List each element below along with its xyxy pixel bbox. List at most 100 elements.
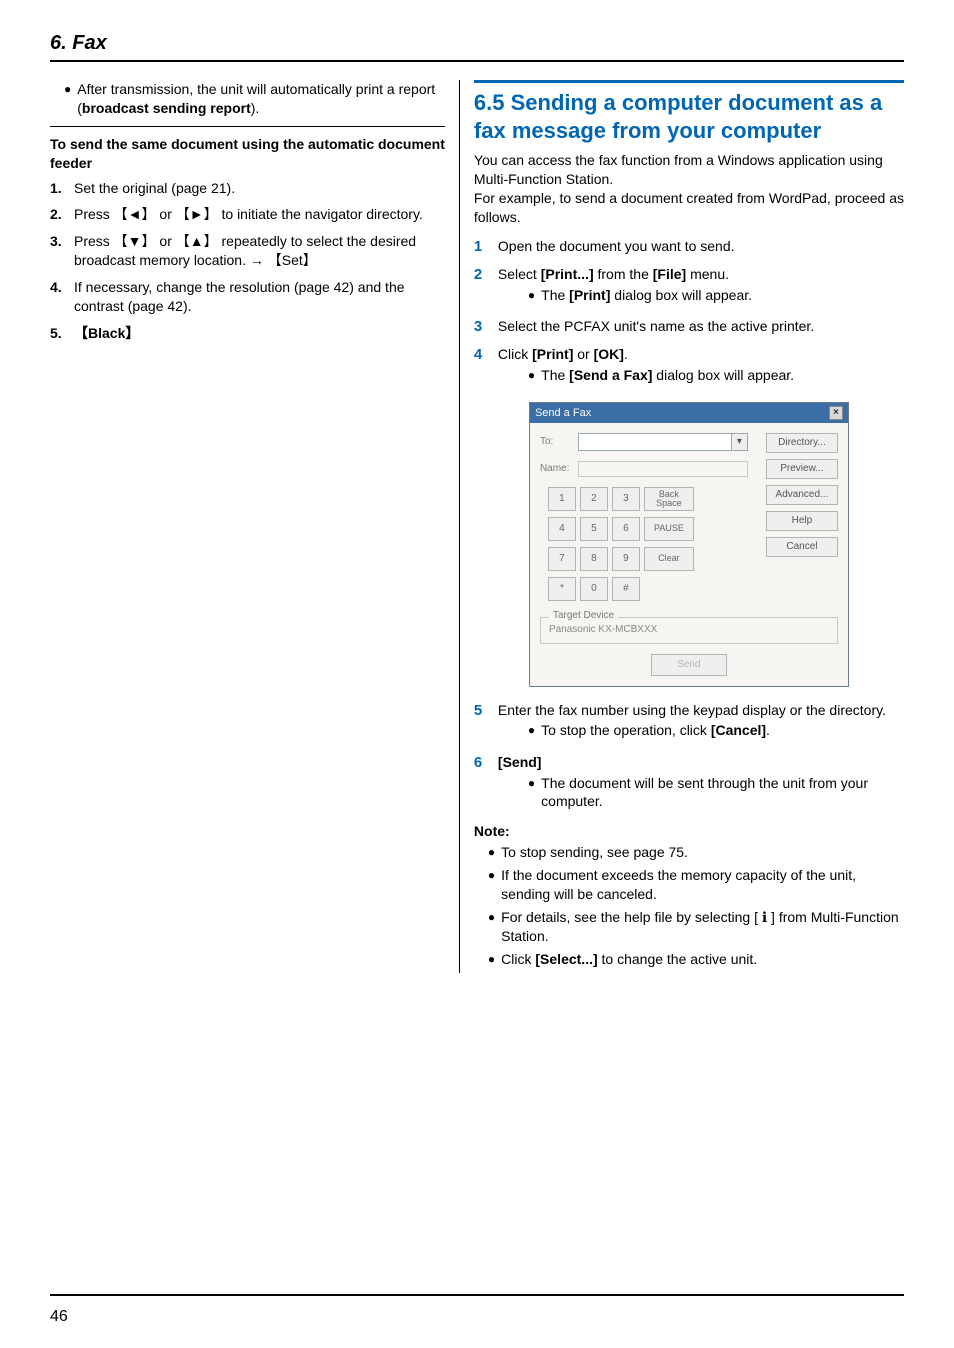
left-subhead: To send the same document using the auto…: [50, 135, 445, 173]
step-5-sub: ● To stop the operation, click [Cancel].: [498, 721, 886, 740]
step-5: 5 Enter the fax number using the keypad …: [474, 701, 904, 745]
page-header: 6. Fax: [50, 32, 904, 62]
key-2[interactable]: 2: [580, 487, 608, 511]
left-step-5: 5.【Black】: [50, 324, 445, 343]
key-backspace[interactable]: Back Space: [644, 487, 694, 511]
right-column: 6.5 Sending a computer document as a fax…: [460, 80, 904, 973]
bullet-dot-icon: ●: [64, 80, 71, 118]
right-steps-2: 5 Enter the fax number using the keypad …: [474, 701, 904, 816]
step-2-text: Select [Print...] from the [File] menu.: [498, 266, 729, 282]
bullet-dot-icon: ●: [488, 908, 495, 946]
step-6: 6 [Send] ● The document will be sent thr…: [474, 753, 904, 816]
name-label: Name:: [540, 463, 578, 474]
bullet-dot-icon: ●: [528, 366, 535, 385]
divider: [50, 126, 445, 127]
step-4-text: Click [Print] or [OK].: [498, 346, 628, 362]
step-2-sub: ● The [Print] dialog box will appear.: [498, 286, 752, 305]
name-row: Name:: [540, 461, 748, 477]
bullet-dot-icon: ●: [488, 950, 495, 969]
preview-button[interactable]: Preview...: [766, 459, 838, 479]
key-hash[interactable]: #: [612, 577, 640, 601]
bullet-dot-icon: ●: [528, 721, 535, 740]
advanced-button[interactable]: Advanced...: [766, 485, 838, 505]
left-step-2: 2.Press 【◄】 or 【►】 to initiate the navig…: [50, 205, 445, 224]
step-3-text: Select the PCFAX unit's name as the acti…: [498, 317, 814, 337]
step-5-sub-text: To stop the operation, click [Cancel].: [541, 721, 770, 740]
key-1[interactable]: 1: [548, 487, 576, 511]
section-rule: [474, 80, 904, 83]
key-7[interactable]: 7: [548, 547, 576, 571]
note-3: ●For details, see the help file by selec…: [474, 908, 904, 946]
to-combo[interactable]: ▾: [578, 433, 748, 451]
key-0[interactable]: 0: [580, 577, 608, 601]
bullet-dot-icon: ●: [528, 286, 535, 305]
left-step-4: 4.If necessary, change the resolution (p…: [50, 278, 445, 316]
page-number: 46: [50, 1308, 68, 1326]
close-icon[interactable]: ×: [829, 406, 843, 420]
section-intro: You can access the fax function from a W…: [474, 151, 904, 227]
key-5[interactable]: 5: [580, 517, 608, 541]
step-4-sub-text: The [Send a Fax] dialog box will appear.: [541, 366, 794, 385]
cancel-button[interactable]: Cancel: [766, 537, 838, 557]
step-6-sub: ● The document will be sent through the …: [498, 774, 904, 812]
step-1: 1Open the document you want to send.: [474, 237, 904, 257]
keypad: 1 2 3 Back Space 4 5 6 PAUSE 7 8 9 Clear: [548, 487, 748, 601]
fieldset-legend: Target Device: [549, 610, 618, 621]
key-clear[interactable]: Clear: [644, 547, 694, 571]
footer-rule: [50, 1294, 904, 1296]
help-button[interactable]: Help: [766, 511, 838, 531]
left-steps: 1.Set the original (page 21). 2.Press 【◄…: [50, 179, 445, 343]
note-4-text: Click [Select...] to change the active u…: [501, 950, 757, 969]
note-2: ●If the document exceeds the memory capa…: [474, 866, 904, 904]
key-9[interactable]: 9: [612, 547, 640, 571]
chevron-down-icon[interactable]: ▾: [731, 434, 747, 450]
directory-button[interactable]: Directory...: [766, 433, 838, 453]
dialog-title: Send a Fax: [535, 407, 591, 419]
note-2-text: If the document exceeds the memory capac…: [501, 866, 904, 904]
dialog-side-buttons: Directory... Preview... Advanced... Help…: [766, 433, 838, 601]
step-3: 3Select the PCFAX unit's name as the act…: [474, 317, 904, 337]
key-star[interactable]: *: [548, 577, 576, 601]
target-device-fieldset: Target Device Panasonic KX-MCBXXX: [540, 617, 838, 644]
step-6-text: [Send]: [498, 754, 542, 770]
note-4: ● Click [Select...] to change the active …: [474, 950, 904, 969]
section-title: 6.5 Sending a computer document as a fax…: [474, 89, 904, 145]
step-6-sub-text: The document will be sent through the un…: [541, 774, 904, 812]
step-1-text: Open the document you want to send.: [498, 237, 735, 257]
left-step-4-text: If necessary, change the resolution (pag…: [74, 278, 445, 316]
step-5-text: Enter the fax number using the keypad di…: [498, 702, 886, 718]
left-step-3: 3.Press 【▼】 or 【▲】 repeatedly to select …: [50, 232, 445, 270]
right-steps: 1Open the document you want to send. 2 S…: [474, 237, 904, 390]
key-8[interactable]: 8: [580, 547, 608, 571]
left-step-3-text: Press 【▼】 or 【▲】 repeatedly to select th…: [74, 232, 445, 270]
key-4[interactable]: 4: [548, 517, 576, 541]
name-field[interactable]: [578, 461, 748, 477]
left-intro-tail: ).: [251, 100, 260, 116]
left-column: ● After transmission, the unit will auto…: [50, 80, 460, 973]
bullet-dot-icon: ●: [488, 843, 495, 862]
step-2-sub-text: The [Print] dialog box will appear.: [541, 286, 752, 305]
note-3-text: For details, see the help file by select…: [501, 908, 904, 946]
note-heading: Note:: [474, 823, 904, 839]
to-label: To:: [540, 436, 578, 447]
to-row: To: ▾: [540, 433, 748, 451]
step-4-sub: ● The [Send a Fax] dialog box will appea…: [498, 366, 794, 385]
note-1: ● To stop sending, see page 75.: [474, 843, 904, 862]
left-intro-bold: broadcast sending report: [82, 100, 251, 116]
bullet-dot-icon: ●: [488, 866, 495, 904]
left-intro-bullet: ● After transmission, the unit will auto…: [50, 80, 445, 118]
note-1-text: To stop sending, see page 75.: [501, 843, 688, 862]
left-step-5-text: 【Black】: [74, 324, 139, 343]
key-6[interactable]: 6: [612, 517, 640, 541]
key-pause[interactable]: PAUSE: [644, 517, 694, 541]
left-step-1: 1.Set the original (page 21).: [50, 179, 445, 198]
left-intro-text: After transmission, the unit will automa…: [77, 80, 445, 118]
left-step-2-text: Press 【◄】 or 【►】 to initiate the navigat…: [74, 205, 423, 224]
dialog-titlebar: Send a Fax ×: [530, 403, 848, 423]
step-4: 4 Click [Print] or [OK]. ● The [Send a F…: [474, 345, 904, 389]
send-button[interactable]: Send: [651, 654, 727, 676]
key-3[interactable]: 3: [612, 487, 640, 511]
bullet-dot-icon: ●: [528, 774, 535, 812]
step-2: 2 Select [Print...] from the [File] menu…: [474, 265, 904, 309]
left-step-1-text: Set the original (page 21).: [74, 179, 235, 198]
